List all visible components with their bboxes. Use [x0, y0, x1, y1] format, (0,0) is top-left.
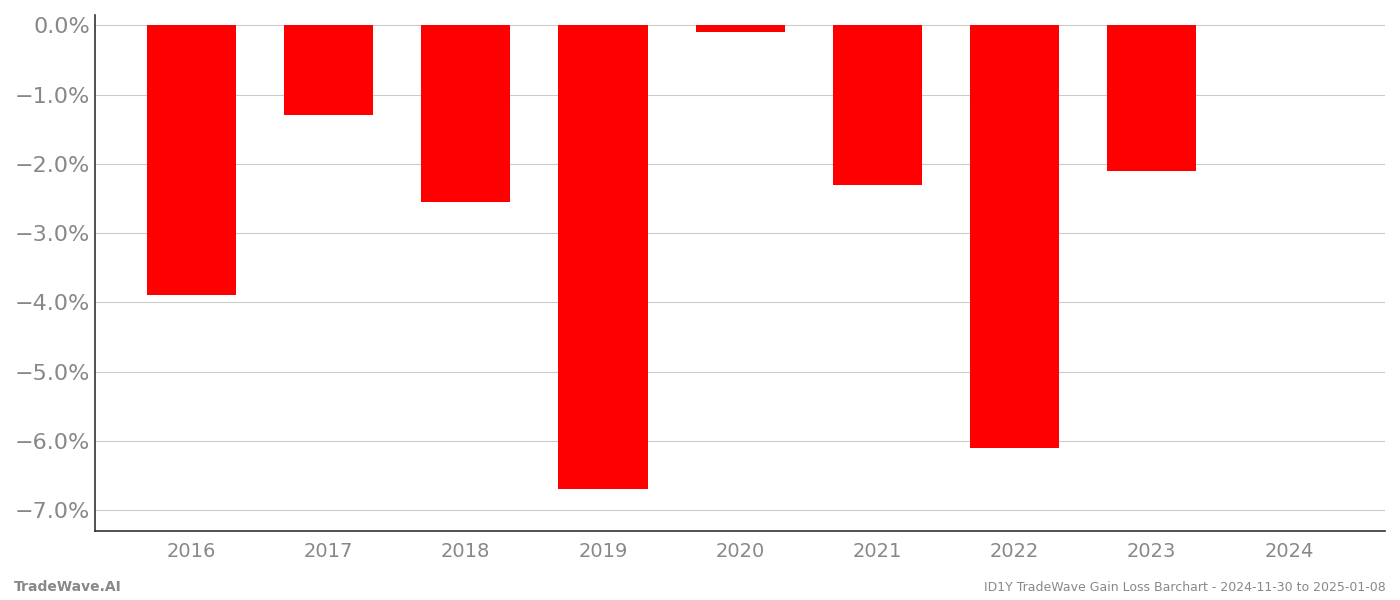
- Bar: [559, 25, 648, 490]
- Bar: [1107, 25, 1197, 171]
- Bar: [833, 25, 923, 185]
- Bar: [970, 25, 1060, 448]
- Text: ID1Y TradeWave Gain Loss Barchart - 2024-11-30 to 2025-01-08: ID1Y TradeWave Gain Loss Barchart - 2024…: [984, 581, 1386, 594]
- Bar: [147, 25, 235, 295]
- Bar: [284, 25, 372, 115]
- Bar: [421, 25, 510, 202]
- Text: TradeWave.AI: TradeWave.AI: [14, 580, 122, 594]
- Bar: [696, 25, 785, 32]
